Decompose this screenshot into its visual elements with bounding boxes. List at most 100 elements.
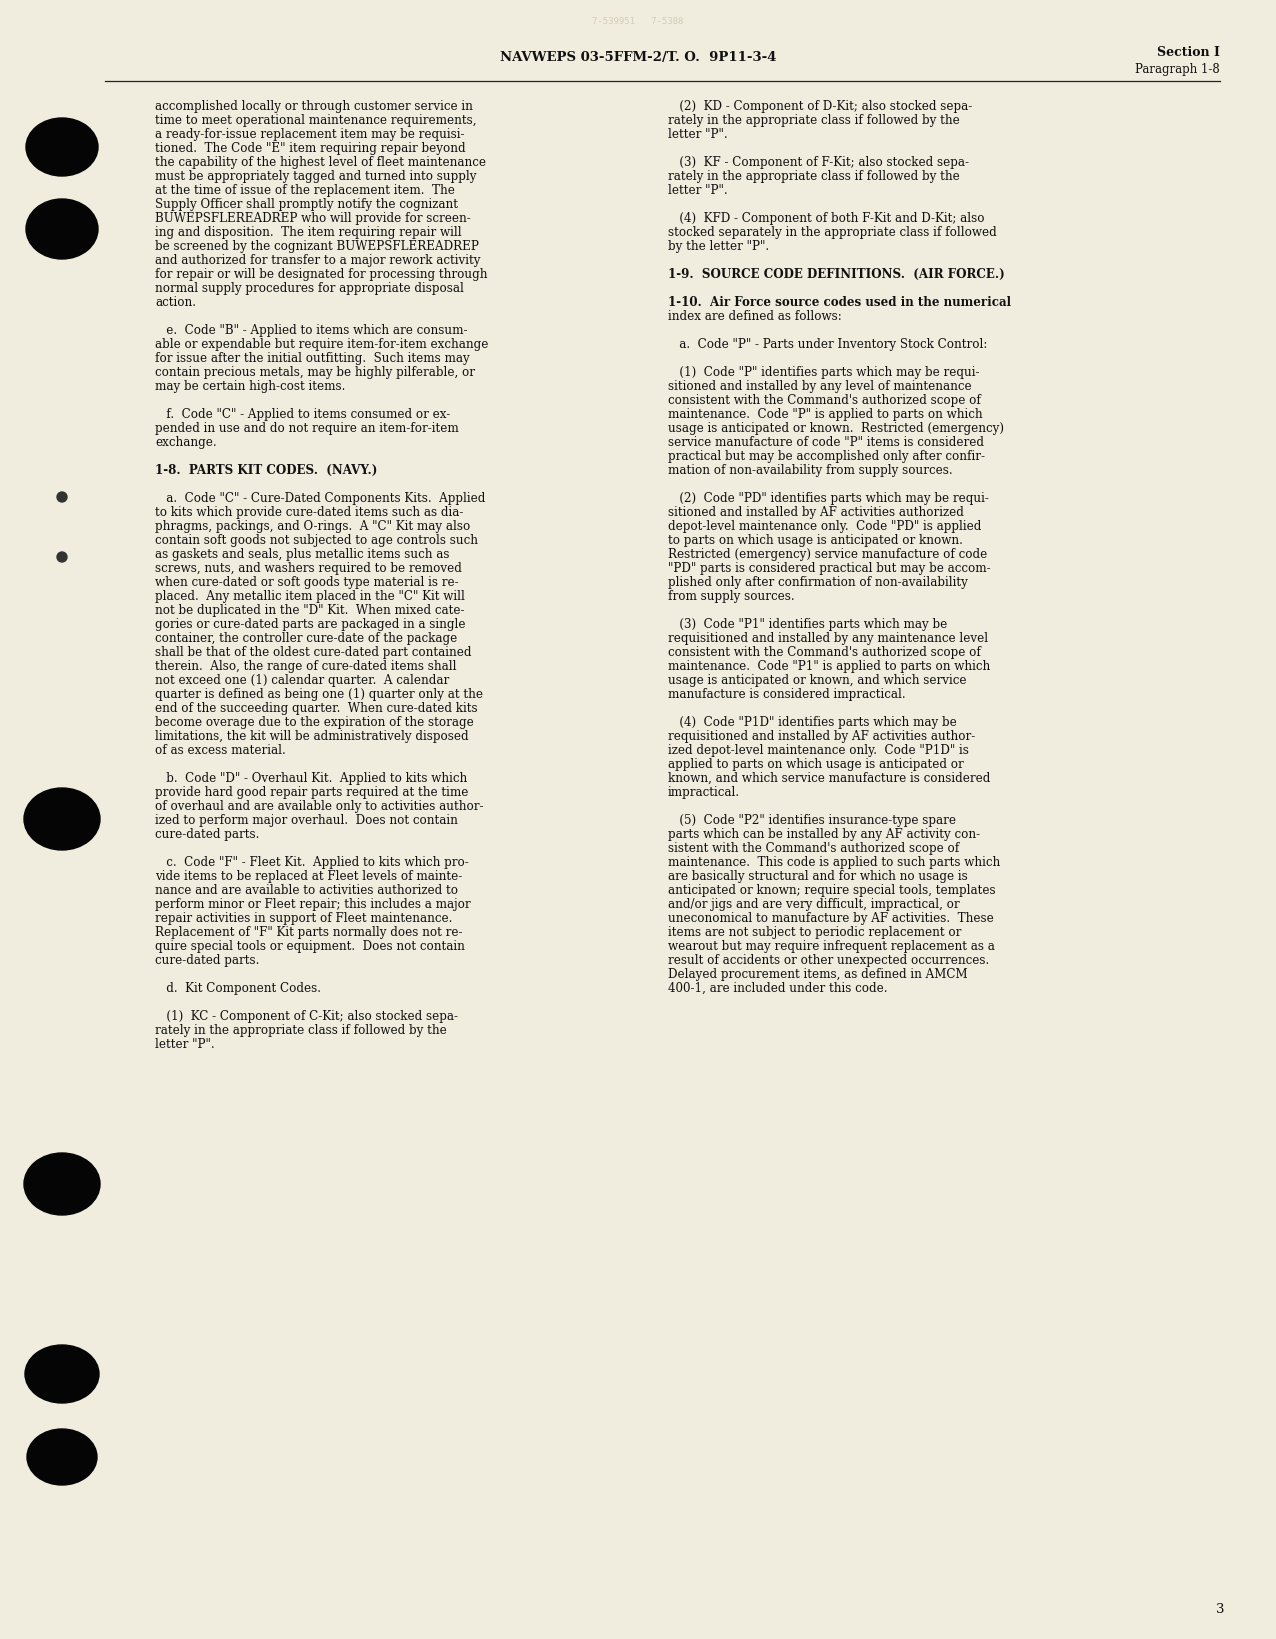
Text: usage is anticipated or known, and which service: usage is anticipated or known, and which…: [669, 674, 966, 687]
Text: contain precious metals, may be highly pilferable, or: contain precious metals, may be highly p…: [154, 365, 475, 379]
Ellipse shape: [57, 552, 68, 562]
Text: parts which can be installed by any AF activity con-: parts which can be installed by any AF a…: [669, 828, 980, 841]
Text: d.  Kit Component Codes.: d. Kit Component Codes.: [154, 982, 322, 995]
Text: the capability of the highest level of fleet maintenance: the capability of the highest level of f…: [154, 156, 486, 169]
Text: usage is anticipated or known.  Restricted (emergency): usage is anticipated or known. Restricte…: [669, 421, 1004, 434]
Text: mation of non-availability from supply sources.: mation of non-availability from supply s…: [669, 464, 953, 477]
Text: gories or cure-dated parts are packaged in a single: gories or cure-dated parts are packaged …: [154, 618, 466, 631]
Text: NAVWEPS 03-5FFM-2/T. O.  9P11-3-4: NAVWEPS 03-5FFM-2/T. O. 9P11-3-4: [500, 51, 776, 64]
Text: and/or jigs and are very difficult, impractical, or: and/or jigs and are very difficult, impr…: [669, 898, 960, 910]
Text: of overhaul and are available only to activities author-: of overhaul and are available only to ac…: [154, 800, 484, 813]
Text: plished only after confirmation of non-availability: plished only after confirmation of non-a…: [669, 575, 968, 588]
Text: must be appropriately tagged and turned into supply: must be appropriately tagged and turned …: [154, 170, 476, 184]
Text: ing and disposition.  The item requiring repair will: ing and disposition. The item requiring …: [154, 226, 462, 239]
Text: "PD" parts is considered practical but may be accom-: "PD" parts is considered practical but m…: [669, 562, 990, 575]
Text: nance and are available to activities authorized to: nance and are available to activities au…: [154, 883, 458, 897]
Text: depot-level maintenance only.  Code "PD" is applied: depot-level maintenance only. Code "PD" …: [669, 520, 981, 533]
Text: 1-8.  PARTS KIT CODES.  (NAVY.): 1-8. PARTS KIT CODES. (NAVY.): [154, 464, 378, 477]
Text: a ready-for-issue replacement item may be requisi-: a ready-for-issue replacement item may b…: [154, 128, 464, 141]
Ellipse shape: [26, 1346, 100, 1403]
Text: rately in the appropriate class if followed by the: rately in the appropriate class if follo…: [669, 170, 960, 184]
Text: requisitioned and installed by any maintenance level: requisitioned and installed by any maint…: [669, 631, 988, 644]
Text: of as excess material.: of as excess material.: [154, 744, 286, 757]
Text: a.  Code "C" - Cure-Dated Components Kits.  Applied: a. Code "C" - Cure-Dated Components Kits…: [154, 492, 485, 505]
Text: ized to perform major overhaul.  Does not contain: ized to perform major overhaul. Does not…: [154, 813, 458, 826]
Text: maintenance.  This code is applied to such parts which: maintenance. This code is applied to suc…: [669, 856, 1000, 869]
Text: as gaskets and seals, plus metallic items such as: as gaskets and seals, plus metallic item…: [154, 547, 449, 561]
Text: therein.  Also, the range of cure-dated items shall: therein. Also, the range of cure-dated i…: [154, 659, 457, 672]
Text: (1)  Code "P" identifies parts which may be requi-: (1) Code "P" identifies parts which may …: [669, 365, 980, 379]
Text: and authorized for transfer to a major rework activity: and authorized for transfer to a major r…: [154, 254, 481, 267]
Text: 7-539951   7-5388: 7-539951 7-5388: [592, 18, 684, 26]
Text: result of accidents or other unexpected occurrences.: result of accidents or other unexpected …: [669, 954, 989, 967]
Text: letter "P".: letter "P".: [669, 184, 727, 197]
Text: maintenance.  Code "P1" is applied to parts on which: maintenance. Code "P1" is applied to par…: [669, 659, 990, 672]
Text: are basically structural and for which no usage is: are basically structural and for which n…: [669, 869, 967, 882]
Text: (1)  KC - Component of C-Kit; also stocked sepa-: (1) KC - Component of C-Kit; also stocke…: [154, 1010, 458, 1023]
Text: 400-1, are included under this code.: 400-1, are included under this code.: [669, 982, 888, 995]
Text: Supply Officer shall promptly notify the cognizant: Supply Officer shall promptly notify the…: [154, 198, 458, 211]
Text: uneconomical to manufacture by AF activities.  These: uneconomical to manufacture by AF activi…: [669, 911, 994, 924]
Text: become overage due to the expiration of the storage: become overage due to the expiration of …: [154, 716, 473, 729]
Text: maintenance.  Code "P" is applied to parts on which: maintenance. Code "P" is applied to part…: [669, 408, 983, 421]
Ellipse shape: [57, 493, 68, 503]
Text: cure-dated parts.: cure-dated parts.: [154, 954, 259, 967]
Text: shall be that of the oldest cure-dated part contained: shall be that of the oldest cure-dated p…: [154, 646, 472, 659]
Text: e.  Code "B" - Applied to items which are consum-: e. Code "B" - Applied to items which are…: [154, 325, 467, 336]
Text: impractical.: impractical.: [669, 785, 740, 798]
Text: end of the succeeding quarter.  When cure-dated kits: end of the succeeding quarter. When cure…: [154, 701, 477, 715]
Text: (5)  Code "P2" identifies insurance-type spare: (5) Code "P2" identifies insurance-type …: [669, 813, 956, 826]
Text: time to meet operational maintenance requirements,: time to meet operational maintenance req…: [154, 115, 476, 126]
Text: when cure-dated or soft goods type material is re-: when cure-dated or soft goods type mater…: [154, 575, 458, 588]
Text: Section I: Section I: [1157, 46, 1220, 59]
Text: 1-10.  Air Force source codes used in the numerical: 1-10. Air Force source codes used in the…: [669, 295, 1011, 308]
Text: (4)  Code "P1D" identifies parts which may be: (4) Code "P1D" identifies parts which ma…: [669, 716, 957, 729]
Text: be screened by the cognizant BUWEPSFLEREADREP: be screened by the cognizant BUWEPSFLERE…: [154, 239, 478, 252]
Text: rately in the appropriate class if followed by the: rately in the appropriate class if follo…: [154, 1023, 447, 1036]
Text: quire special tools or equipment.  Does not contain: quire special tools or equipment. Does n…: [154, 939, 464, 952]
Text: sistent with the Command's authorized scope of: sistent with the Command's authorized sc…: [669, 841, 960, 854]
Text: ized depot-level maintenance only.  Code "P1D" is: ized depot-level maintenance only. Code …: [669, 744, 968, 757]
Text: letter "P".: letter "P".: [669, 128, 727, 141]
Text: Replacement of "F" Kit parts normally does not re-: Replacement of "F" Kit parts normally do…: [154, 926, 462, 939]
Text: Paragraph 1-8: Paragraph 1-8: [1136, 64, 1220, 77]
Text: index are defined as follows:: index are defined as follows:: [669, 310, 842, 323]
Text: for repair or will be designated for processing through: for repair or will be designated for pro…: [154, 267, 487, 280]
Text: BUWEPSFLEREADREP who will provide for screen-: BUWEPSFLEREADREP who will provide for sc…: [154, 211, 471, 225]
Text: action.: action.: [154, 295, 197, 308]
Text: pended in use and do not require an item-for-item: pended in use and do not require an item…: [154, 421, 459, 434]
Ellipse shape: [26, 200, 98, 261]
Text: phragms, packings, and O-rings.  A "C" Kit may also: phragms, packings, and O-rings. A "C" Ki…: [154, 520, 471, 533]
Text: wearout but may require infrequent replacement as a: wearout but may require infrequent repla…: [669, 939, 995, 952]
Text: rately in the appropriate class if followed by the: rately in the appropriate class if follo…: [669, 115, 960, 126]
Text: anticipated or known; require special tools, templates: anticipated or known; require special to…: [669, 883, 995, 897]
Text: not exceed one (1) calendar quarter.  A calendar: not exceed one (1) calendar quarter. A c…: [154, 674, 449, 687]
Text: (3)  Code "P1" identifies parts which may be: (3) Code "P1" identifies parts which may…: [669, 618, 947, 631]
Text: cure-dated parts.: cure-dated parts.: [154, 828, 259, 841]
Text: to parts on which usage is anticipated or known.: to parts on which usage is anticipated o…: [669, 534, 963, 547]
Ellipse shape: [24, 788, 100, 851]
Text: known, and which service manufacture is considered: known, and which service manufacture is …: [669, 772, 990, 785]
Text: able or expendable but require item-for-item exchange: able or expendable but require item-for-…: [154, 338, 489, 351]
Text: contain soft goods not subjected to age controls such: contain soft goods not subjected to age …: [154, 534, 478, 547]
Text: accomplished locally or through customer service in: accomplished locally or through customer…: [154, 100, 473, 113]
Text: a.  Code "P" - Parts under Inventory Stock Control:: a. Code "P" - Parts under Inventory Stoc…: [669, 338, 988, 351]
Text: by the letter "P".: by the letter "P".: [669, 239, 769, 252]
Text: perform minor or Fleet repair; this includes a major: perform minor or Fleet repair; this incl…: [154, 898, 471, 910]
Text: at the time of issue of the replacement item.  The: at the time of issue of the replacement …: [154, 184, 454, 197]
Text: container, the controller cure-date of the package: container, the controller cure-date of t…: [154, 631, 457, 644]
Text: b.  Code "D" - Overhaul Kit.  Applied to kits which: b. Code "D" - Overhaul Kit. Applied to k…: [154, 772, 467, 785]
Text: normal supply procedures for appropriate disposal: normal supply procedures for appropriate…: [154, 282, 464, 295]
Text: placed.  Any metallic item placed in the "C" Kit will: placed. Any metallic item placed in the …: [154, 590, 464, 603]
Ellipse shape: [26, 120, 98, 177]
Text: may be certain high-cost items.: may be certain high-cost items.: [154, 380, 346, 393]
Text: to kits which provide cure-dated items such as dia-: to kits which provide cure-dated items s…: [154, 506, 463, 518]
Text: Delayed procurement items, as defined in AMCM: Delayed procurement items, as defined in…: [669, 967, 967, 980]
Text: not be duplicated in the "D" Kit.  When mixed cate-: not be duplicated in the "D" Kit. When m…: [154, 603, 464, 616]
Text: sitioned and installed by any level of maintenance: sitioned and installed by any level of m…: [669, 380, 971, 393]
Text: sitioned and installed by AF activities authorized: sitioned and installed by AF activities …: [669, 506, 963, 518]
Text: 1-9.  SOURCE CODE DEFINITIONS.  (AIR FORCE.): 1-9. SOURCE CODE DEFINITIONS. (AIR FORCE…: [669, 267, 1004, 280]
Ellipse shape: [27, 1429, 97, 1485]
Text: letter "P".: letter "P".: [154, 1037, 214, 1051]
Text: 3: 3: [1216, 1603, 1224, 1616]
